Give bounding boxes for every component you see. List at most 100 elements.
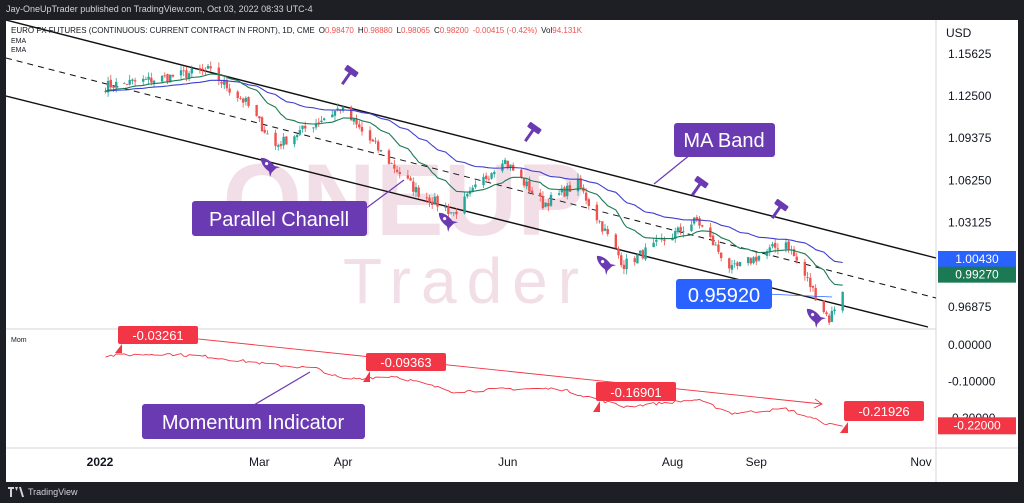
- chart-svg: ONEUP Trader: [5, 19, 1018, 482]
- low-price-box: [676, 279, 772, 309]
- hammer-icon: [771, 199, 789, 220]
- candle-body: [525, 181, 528, 187]
- price-tick-label: 0.96875: [948, 300, 992, 314]
- candle-body: [606, 229, 609, 235]
- candle-body: [730, 264, 734, 270]
- candle-body: [676, 227, 680, 233]
- momentum-last-label: -0.22000: [938, 417, 1016, 435]
- candle-body: [371, 139, 374, 142]
- rocket-icon: [260, 157, 281, 178]
- callout-2-box: [366, 353, 446, 371]
- candle-body: [314, 123, 318, 128]
- candle-body: [376, 141, 380, 151]
- hammer-icon: [691, 176, 709, 197]
- candle-body: [490, 173, 493, 179]
- callout-1-tail: [115, 344, 122, 353]
- candle-body: [522, 178, 526, 186]
- low-price-pointer: [765, 293, 833, 298]
- candle-body: [663, 239, 666, 241]
- candle-body: [209, 66, 212, 69]
- momentum-line: [105, 353, 843, 427]
- low-price-label: 0.95920: [688, 285, 760, 307]
- candle-body: [841, 291, 844, 311]
- candle-body: [115, 81, 118, 88]
- candle-body: [736, 262, 739, 266]
- candle-body: [638, 250, 642, 254]
- candle-body: [255, 104, 258, 116]
- callout-1-text: -0.03261: [132, 328, 183, 343]
- callout-3-box: [596, 382, 676, 401]
- candle-body: [825, 312, 828, 315]
- momentum-last-box: [938, 417, 1016, 435]
- candle-body: [598, 221, 601, 222]
- candle-body: [277, 145, 280, 147]
- price-axis-ticks: 1.15625 1.12500 1.09375 1.06250 1.03125 0.968…: [948, 47, 992, 314]
- time-axis-ticks: 2022 Mar Apr Jun Aug Sep Nov: [87, 455, 932, 469]
- candle-body: [503, 159, 507, 164]
- candle-body: [636, 254, 639, 264]
- candle-body: [811, 285, 815, 288]
- parallel-channel: [5, 19, 937, 328]
- candle-body: [773, 242, 777, 248]
- candle-body: [333, 110, 337, 116]
- candle-body: [690, 224, 693, 232]
- candle-body: [474, 184, 477, 188]
- candle-body: [803, 261, 807, 276]
- candle-body: [160, 75, 164, 82]
- candle-body: [484, 175, 488, 180]
- ma-band-label: MA Band: [683, 130, 764, 152]
- watermark-line1: ONEUP: [223, 143, 586, 257]
- candle-body: [784, 242, 788, 249]
- callout-4-tail: [840, 422, 848, 433]
- candle-body: [755, 256, 758, 262]
- callout-2-tail: [363, 371, 370, 382]
- watermark: ONEUP Trader: [223, 143, 586, 317]
- candle-body: [355, 119, 358, 125]
- candle-body: [320, 120, 323, 122]
- candle-body: [444, 207, 447, 208]
- rocket-body: [260, 157, 276, 173]
- hammer-icons: [341, 65, 789, 220]
- candle-body: [547, 203, 550, 207]
- momentum-tick-label: 0.00000: [948, 338, 992, 352]
- candle-body: [520, 169, 523, 178]
- candle-body: [425, 197, 428, 199]
- candle-body: [463, 196, 466, 214]
- candle-body: [279, 144, 283, 147]
- candle-body: [387, 150, 391, 164]
- candle-body: [393, 164, 396, 169]
- candle-body: [266, 133, 269, 135]
- candle-body: [682, 231, 685, 233]
- candle-body: [247, 97, 250, 107]
- time-tick-label: Mar: [249, 455, 270, 469]
- candle-body: [487, 178, 491, 180]
- candle-body: [128, 79, 131, 85]
- candle-body: [506, 160, 509, 168]
- time-tick-label: Nov: [910, 455, 931, 469]
- candle-body: [579, 178, 582, 188]
- candle-body: [455, 211, 458, 215]
- candle-body: [152, 80, 156, 84]
- price-tick-label: 1.15625: [948, 47, 992, 61]
- rocket-body: [596, 255, 612, 271]
- candle-body: [133, 80, 137, 82]
- indicator-ema-2: EMA: [11, 47, 27, 54]
- candle-body: [746, 257, 750, 264]
- callout-4-box: [844, 401, 924, 421]
- time-tick-label: Aug: [662, 455, 683, 469]
- candle-body: [147, 76, 150, 80]
- candle-body: [449, 212, 453, 214]
- price-label-box: [938, 266, 1016, 283]
- indicator-mom-title: Mom: [11, 337, 27, 344]
- candle-body: [679, 226, 682, 232]
- momentum-annotation: Momentum Indicator: [142, 371, 365, 439]
- candle-body: [625, 258, 628, 270]
- candle-body: [544, 202, 547, 207]
- candle-body: [412, 181, 415, 192]
- callout-3-tail: [593, 401, 600, 412]
- candle-body: [776, 248, 780, 250]
- time-tick-label: 2022: [87, 455, 114, 469]
- candle-body: [185, 70, 188, 79]
- candle-body: [738, 261, 742, 267]
